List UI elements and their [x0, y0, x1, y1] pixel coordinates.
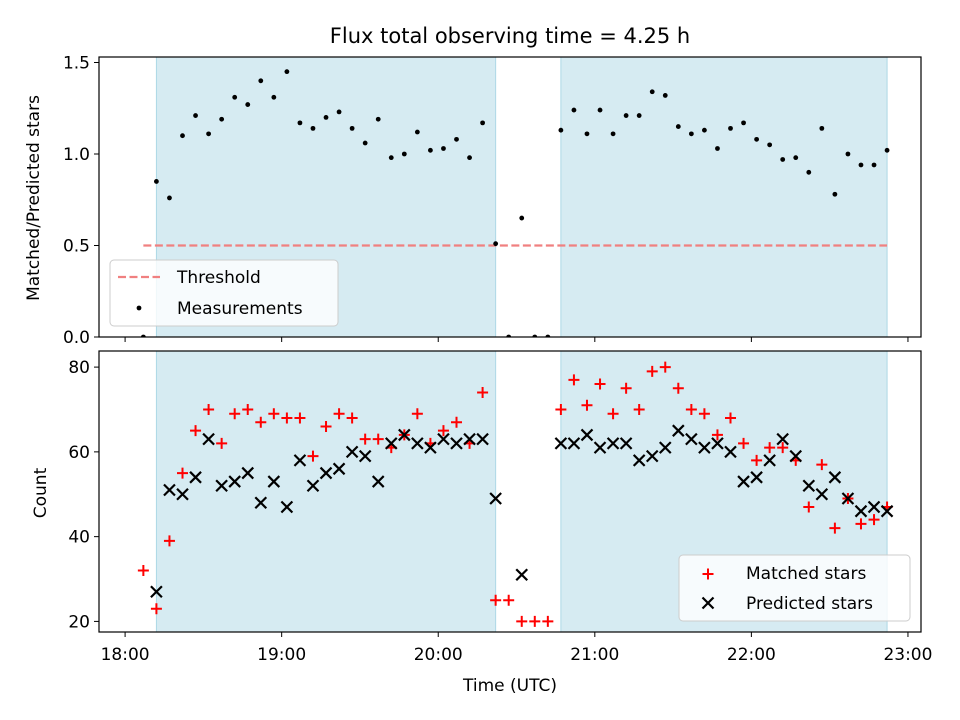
data-point — [885, 148, 890, 153]
legend-matched-label: Matched stars — [746, 564, 866, 584]
shaded-interval — [561, 57, 887, 337]
data-point — [206, 131, 211, 136]
x-axis-label: Time (UTC) — [462, 676, 557, 696]
data-point — [480, 120, 485, 125]
chart-title: Flux total observing time = 4.25 h — [330, 24, 690, 48]
data-point — [298, 120, 303, 125]
data-point — [363, 141, 368, 146]
y-tick-label: 1.5 — [63, 53, 90, 73]
data-point — [793, 155, 798, 160]
data-point — [650, 89, 655, 94]
y-tick-label: 0.5 — [63, 236, 90, 256]
data-point — [402, 152, 407, 157]
data-point — [689, 131, 694, 136]
data-point — [180, 133, 185, 138]
data-point — [376, 117, 381, 122]
x-tick-label: 19:00 — [257, 645, 306, 665]
data-point — [728, 126, 733, 131]
shaded-interval — [156, 351, 495, 632]
data-point — [493, 241, 498, 246]
data-point — [872, 163, 877, 168]
data-point — [676, 124, 681, 129]
data-point — [232, 95, 237, 100]
data-point — [428, 148, 433, 153]
data-point — [389, 155, 394, 160]
data-point — [611, 131, 616, 136]
data-point — [598, 108, 603, 113]
data-point — [754, 137, 759, 142]
data-point — [271, 95, 276, 100]
chart-figure: Flux total observing time = 4.25 h 0.00.… — [0, 0, 960, 720]
data-point — [284, 69, 289, 74]
y-tick-label: 0.0 — [63, 328, 90, 348]
y-tick-label: 20 — [68, 612, 90, 632]
data-point — [859, 163, 864, 168]
y-tick-label: 1.0 — [63, 145, 90, 165]
data-point — [245, 102, 250, 107]
data-point — [467, 155, 472, 160]
data-point — [819, 126, 824, 131]
data-point — [193, 113, 198, 118]
data-point — [624, 113, 629, 118]
data-point — [741, 120, 746, 125]
legend-threshold-label: Threshold — [176, 268, 261, 288]
legend-predicted-label: Predicted stars — [746, 594, 873, 614]
data-point — [219, 117, 224, 122]
data-point — [441, 146, 446, 151]
data-point — [832, 192, 837, 197]
data-point — [806, 170, 811, 175]
data-point — [558, 128, 563, 133]
data-point — [846, 152, 851, 157]
legend-measurements-swatch — [137, 306, 142, 311]
x-tick-label: 21:00 — [570, 645, 619, 665]
y-axis-label-top: Matched/Predicted stars — [24, 95, 44, 301]
ratio-panel: 0.0 0.5 1.0 1.5 Threshold Measurements — [63, 53, 921, 348]
data-point — [167, 196, 172, 201]
data-point — [585, 131, 590, 136]
data-point — [767, 142, 772, 147]
y-tick-label: 80 — [68, 358, 90, 378]
data-point — [324, 115, 329, 120]
y-tick-label: 40 — [68, 528, 90, 548]
y-axis-label-bottom: Count — [31, 467, 51, 518]
x-tick-label: 23:00 — [883, 645, 932, 665]
x-tick-label: 20:00 — [414, 645, 463, 665]
x-tick-label: 22:00 — [727, 645, 776, 665]
data-point — [350, 126, 355, 131]
data-point — [715, 146, 720, 151]
data-point — [415, 130, 420, 135]
data-point — [572, 108, 577, 113]
data-point — [154, 179, 159, 184]
data-point — [258, 78, 263, 83]
data-point — [637, 113, 642, 118]
data-point — [780, 157, 785, 162]
x-tick-label: 18:00 — [101, 645, 150, 665]
data-point — [702, 128, 707, 133]
legend: Threshold Measurements — [110, 260, 338, 326]
data-point — [663, 93, 668, 98]
legend-measurements-label: Measurements — [177, 299, 303, 319]
data-point — [519, 216, 524, 221]
data-point — [454, 137, 459, 142]
data-point — [337, 110, 342, 115]
legend: Matched stars Predicted stars — [679, 555, 910, 621]
data-point — [311, 126, 316, 131]
y-tick-label: 60 — [68, 443, 90, 463]
